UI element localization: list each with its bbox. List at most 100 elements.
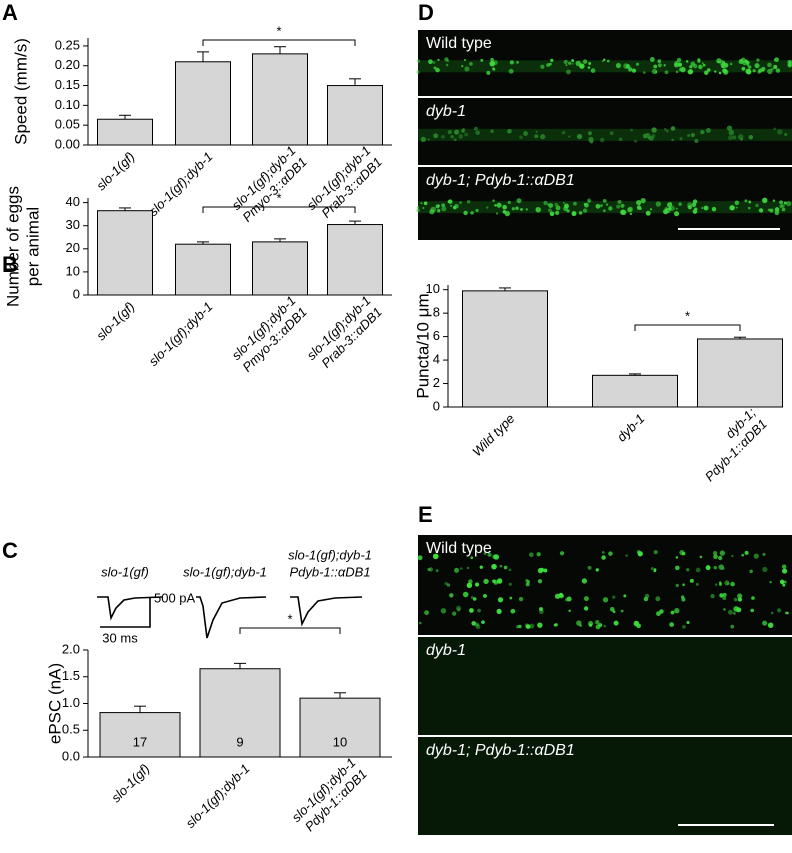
puncta — [670, 610, 675, 615]
y-tick-label: 8 — [433, 305, 440, 320]
puncta — [483, 593, 487, 598]
puncta — [511, 207, 516, 211]
puncta — [595, 203, 601, 209]
puncta — [612, 610, 616, 614]
puncta — [459, 201, 463, 204]
y-tick-label: 0.5 — [62, 722, 80, 737]
puncta — [595, 624, 601, 630]
puncta — [667, 202, 673, 208]
puncta — [499, 564, 503, 568]
puncta — [581, 578, 588, 584]
puncta — [650, 567, 654, 571]
puncta — [490, 57, 494, 62]
y-tick-label: 40 — [66, 194, 80, 209]
puncta — [656, 611, 661, 617]
puncta — [554, 593, 561, 599]
image-label: dyb-1; Pdyb-1::αDB1 — [426, 742, 575, 759]
puncta — [466, 566, 470, 570]
puncta — [486, 206, 489, 209]
puncta — [428, 567, 434, 572]
micrograph — [418, 737, 792, 835]
puncta — [563, 206, 569, 212]
puncta — [507, 200, 511, 205]
bar — [175, 61, 231, 146]
puncta — [702, 63, 706, 67]
puncta — [429, 209, 435, 215]
puncta — [729, 205, 735, 211]
puncta — [487, 552, 492, 557]
puncta — [615, 62, 621, 69]
puncta — [726, 125, 733, 131]
panel-label: D — [418, 0, 434, 25]
puncta — [515, 206, 519, 211]
puncta — [540, 64, 545, 69]
puncta — [549, 211, 555, 217]
puncta — [595, 620, 600, 625]
puncta — [682, 624, 686, 629]
puncta — [718, 71, 722, 75]
puncta — [675, 207, 678, 210]
puncta — [669, 622, 674, 627]
puncta — [779, 579, 785, 585]
puncta — [678, 67, 683, 72]
puncta — [741, 66, 746, 71]
puncta — [537, 622, 543, 628]
x-tick-label: slo-1(gf) — [93, 299, 137, 343]
puncta — [686, 620, 690, 624]
y-tick-label: 0 — [433, 398, 440, 413]
bar — [175, 243, 231, 296]
puncta — [576, 133, 583, 140]
puncta — [525, 624, 531, 629]
puncta — [433, 133, 439, 139]
puncta — [675, 556, 679, 559]
puncta — [744, 550, 749, 555]
puncta — [523, 131, 528, 136]
puncta — [495, 212, 499, 215]
puncta — [440, 608, 447, 614]
puncta — [769, 208, 774, 213]
puncta — [444, 582, 448, 586]
puncta — [491, 563, 497, 570]
puncta — [563, 59, 568, 64]
puncta — [664, 207, 668, 211]
bar — [327, 224, 383, 296]
puncta — [675, 70, 679, 74]
puncta — [543, 200, 548, 206]
bar — [327, 85, 383, 146]
puncta — [475, 624, 481, 630]
puncta — [681, 551, 686, 556]
puncta — [571, 62, 574, 65]
puncta — [609, 131, 614, 136]
puncta — [435, 569, 439, 573]
y-tick-label: 0.0 — [62, 748, 80, 763]
puncta — [719, 550, 726, 556]
trace-label: slo-1(gf) — [101, 564, 149, 579]
puncta — [734, 200, 740, 206]
puncta — [543, 568, 548, 573]
puncta — [559, 551, 565, 556]
puncta — [758, 208, 764, 213]
puncta — [508, 568, 512, 572]
puncta — [651, 127, 657, 133]
puncta — [454, 567, 460, 573]
puncta — [671, 138, 674, 142]
puncta — [490, 129, 494, 134]
y-tick-label: 20 — [66, 240, 80, 255]
puncta — [494, 204, 497, 207]
puncta — [647, 136, 651, 140]
y-tick-label: 0.15 — [55, 77, 80, 92]
bar — [99, 712, 181, 758]
puncta — [714, 70, 717, 73]
puncta — [752, 69, 756, 73]
puncta — [706, 68, 711, 72]
puncta — [620, 209, 626, 215]
puncta — [773, 127, 777, 131]
puncta — [642, 133, 648, 139]
puncta — [723, 608, 726, 611]
puncta — [718, 582, 723, 586]
puncta — [733, 597, 738, 602]
puncta — [481, 620, 485, 624]
x-tick-label: dyb-1 — [614, 411, 648, 445]
puncta — [787, 60, 792, 65]
